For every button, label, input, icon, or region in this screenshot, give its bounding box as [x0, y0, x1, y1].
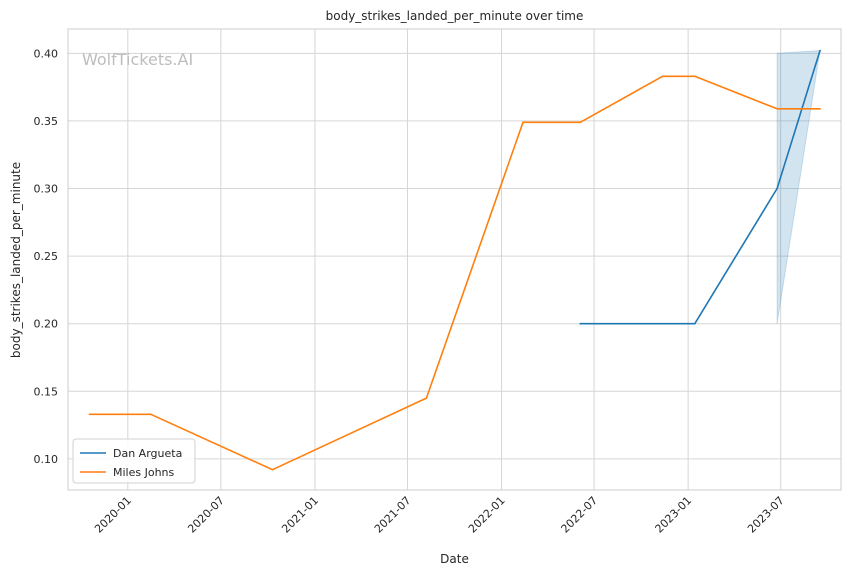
series-line-dan-argueta [579, 49, 821, 325]
y-tick-label-0.35: 0.35 [34, 115, 59, 128]
data-point-miles-johns-2019-10-18 [88, 413, 91, 416]
grid [68, 29, 841, 490]
data-point-dan-argueta-2023-01-14 [693, 322, 696, 325]
y-tick-label-0.15: 0.15 [34, 385, 59, 398]
x-axis-label: Date [440, 552, 469, 566]
data-point-miles-johns-2022-06-04 [579, 121, 582, 124]
plot-area-frame [67, 28, 842, 491]
y-tick-label-0.10: 0.10 [34, 453, 59, 466]
y-tick-label-0.25: 0.25 [34, 250, 59, 263]
data-point-dan-argueta-2023-06-24 [776, 187, 778, 190]
data-point-miles-johns-2023-06-24 [776, 107, 778, 110]
legend: Dan Argueta Miles Johns [72, 438, 196, 484]
data-point-miles-johns-2020-02-15 [150, 413, 152, 416]
data-point-miles-johns-2023-09-16 [819, 107, 821, 110]
series-line-miles-johns [88, 75, 821, 471]
data-point-miles-johns-2022-11-12 [661, 75, 664, 78]
y-axis-label: body_strikes_landed_per_minute [9, 162, 23, 358]
data-point-miles-johns-2021-08-07 [425, 397, 428, 399]
y-axis-ticks: 0.10 0.15 0.20 0.25 0.30 0.35 0.40 [34, 47, 59, 466]
legend-label-miles-johns: Miles Johns [113, 466, 175, 479]
data-point-miles-johns-2020-10-10 [271, 468, 274, 471]
data-point-miles-johns-2022-02-12 [522, 121, 524, 124]
y-tick-label-0.20: 0.20 [34, 318, 59, 331]
data-point-dan-argueta-2022-06-04 [579, 322, 582, 325]
data-point-miles-johns-2023-01-14 [693, 75, 696, 78]
data-point-dan-argueta-2023-09-16 [819, 49, 821, 52]
y-tick-label-0.30: 0.30 [34, 183, 59, 196]
watermark: WolfTickets.AI [82, 50, 193, 69]
y-tick-label-0.40: 0.40 [34, 47, 59, 60]
chart-title: body_strikes_landed_per_minute over time [326, 9, 584, 23]
series-lines [88, 49, 821, 471]
legend-label-dan-argueta: Dan Argueta [113, 447, 182, 460]
